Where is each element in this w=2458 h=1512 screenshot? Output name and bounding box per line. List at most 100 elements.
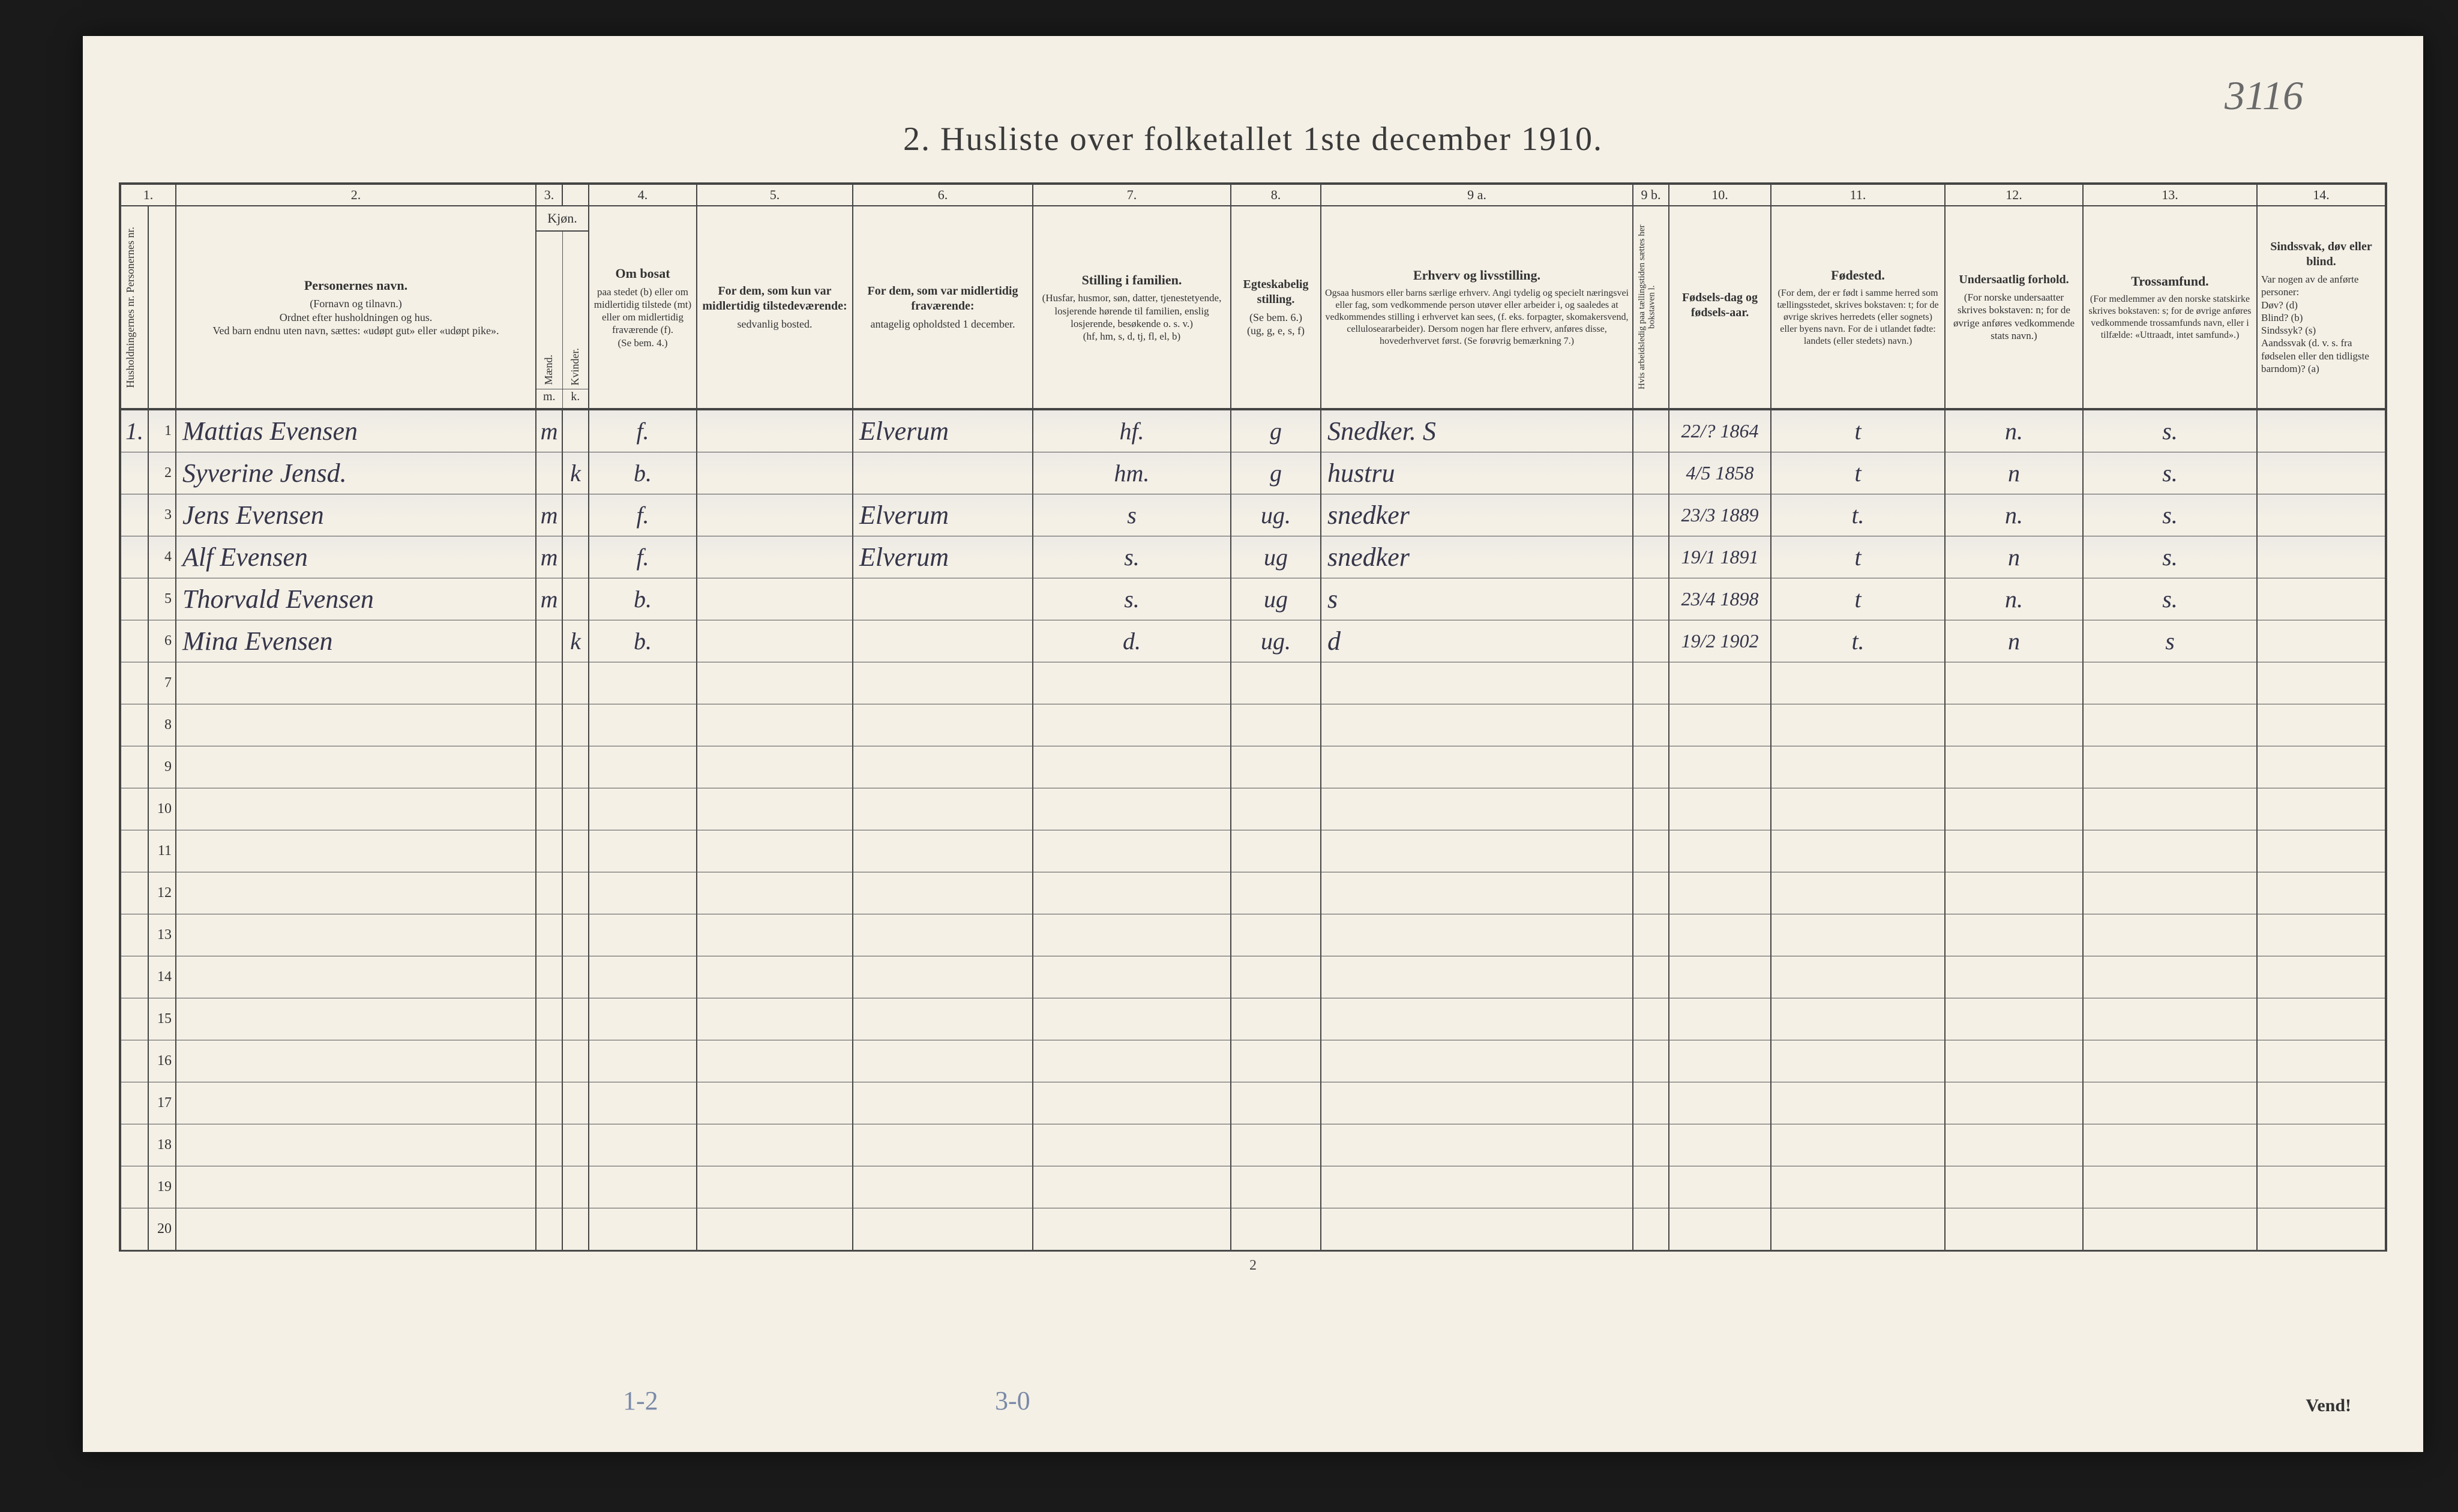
colnum-13: 13.: [2084, 185, 2258, 205]
header-10: Fødsels-dag og fødsels-aar.: [1669, 206, 1771, 408]
cell-family-position: s: [1033, 494, 1231, 536]
census-form-sheet: 3116 2. Husliste over folketallet 1ste d…: [83, 36, 2423, 1452]
cell-sex-k: [563, 578, 589, 620]
cell-occupation: snedker: [1321, 536, 1633, 578]
cell-sex-k: [563, 410, 589, 452]
cell-household-no: [121, 578, 149, 620]
cell-religion: s: [2084, 620, 2258, 662]
colnum-7: 7.: [1033, 185, 1231, 205]
colnum-6: 6.: [853, 185, 1033, 205]
cell-occupation: Snedker. S: [1321, 410, 1633, 452]
cell-nationality: n: [1946, 452, 2084, 494]
cell-birthplace: t: [1771, 578, 1946, 620]
header-1a: Husholdningernes nr. Personernes nr.: [121, 206, 149, 408]
cell-person-no: 11: [149, 830, 176, 872]
cell-person-no: 8: [149, 704, 176, 746]
cell-sex-k: k: [563, 620, 589, 662]
cell-marital: ug: [1231, 578, 1321, 620]
cell-person-no: 4: [149, 536, 176, 578]
cell-birthdate: 19/2 1902: [1669, 620, 1771, 662]
cell-birthplace: t: [1771, 452, 1946, 494]
cell-person-no: 17: [149, 1082, 176, 1124]
cell-marital: g: [1231, 410, 1321, 452]
cell-usual-residence: [697, 452, 853, 494]
colnum-12: 12.: [1946, 185, 2084, 205]
colnum-14: 14.: [2258, 185, 2385, 205]
cell-household-no: [121, 536, 149, 578]
cell-family-position: hm.: [1033, 452, 1231, 494]
cell-person-no: 18: [149, 1124, 176, 1166]
cell-sex-m: [536, 620, 563, 662]
cell-name: Syverine Jensd.: [176, 452, 536, 494]
cell-residence: f.: [589, 536, 697, 578]
cell-residence: b.: [589, 620, 697, 662]
cell-person-no: 1: [149, 410, 176, 452]
header-4: Om bosat paa stedet (b) eller om midlert…: [589, 206, 697, 408]
cell-nationality: n.: [1946, 410, 2084, 452]
table-row: 20: [121, 1208, 2385, 1250]
cell-marital: ug.: [1231, 620, 1321, 662]
cell-person-no: 7: [149, 662, 176, 704]
table-row: 4 Alf Evensen m f. Elverum s. ug snedker…: [121, 536, 2385, 578]
cell-whereabouts: Elverum: [853, 536, 1033, 578]
table-row: 19: [121, 1166, 2385, 1208]
cell-person-no: 20: [149, 1208, 176, 1250]
colnum-5: 5.: [697, 185, 853, 205]
cell-person-no: 13: [149, 914, 176, 956]
cell-religion: s.: [2084, 494, 2258, 536]
cell-birthdate: 19/1 1891: [1669, 536, 1771, 578]
colnum-10: 10.: [1669, 185, 1771, 205]
cell-sex-k: [563, 494, 589, 536]
cell-usual-residence: [697, 410, 853, 452]
cell-birthdate: 4/5 1858: [1669, 452, 1771, 494]
colnum-1: 1.: [121, 185, 176, 205]
data-rows: 1. 1 Mattias Evensen m f. Elverum hf. g …: [121, 410, 2385, 1250]
cell-household-no: [121, 494, 149, 536]
cell-household-no: 1.: [121, 410, 149, 452]
cell-family-position: s.: [1033, 578, 1231, 620]
table-row: 15: [121, 998, 2385, 1040]
cell-sex-k: [563, 536, 589, 578]
column-headers: Husholdningernes nr. Personernes nr. Per…: [121, 206, 2385, 410]
table-row: 14: [121, 956, 2385, 998]
pencil-note-2: 3-0: [995, 1385, 1030, 1416]
corner-annotation: 3116: [2225, 72, 2303, 119]
table-row: 18: [121, 1124, 2385, 1166]
cell-person-no: 12: [149, 872, 176, 914]
cell-family-position: s.: [1033, 536, 1231, 578]
cell-marital: ug.: [1231, 494, 1321, 536]
cell-residence: f.: [589, 410, 697, 452]
cell-whereabouts: [853, 620, 1033, 662]
header-11: Fødested. (For dem, der er født i samme …: [1771, 206, 1946, 408]
cell-sex-m: m: [536, 578, 563, 620]
colnum-3: 3.: [536, 185, 563, 205]
cell-sex-m: m: [536, 536, 563, 578]
cell-name: Mina Evensen: [176, 620, 536, 662]
cell-nationality: n.: [1946, 494, 2084, 536]
colnum-2: 2.: [176, 185, 536, 205]
table-row: 17: [121, 1082, 2385, 1124]
census-table: 1. 2. 3. 4. 5. 6. 7. 8. 9 a. 9 b. 10. 11…: [119, 182, 2387, 1252]
table-row: 10: [121, 788, 2385, 830]
cell-religion: s.: [2084, 452, 2258, 494]
cell-religion: s.: [2084, 578, 2258, 620]
cell-person-no: 6: [149, 620, 176, 662]
cell-sex-m: [536, 452, 563, 494]
cell-usual-residence: [697, 536, 853, 578]
table-row: 8: [121, 704, 2385, 746]
header-2: Personernes navn. (Fornavn og tilnavn.) …: [176, 206, 536, 408]
cell-sex-m: m: [536, 410, 563, 452]
cell-occupation: hustru: [1321, 452, 1633, 494]
table-row: 11: [121, 830, 2385, 872]
cell-name: Mattias Evensen: [176, 410, 536, 452]
colnum-9a: 9 a.: [1321, 185, 1633, 205]
cell-person-no: 3: [149, 494, 176, 536]
cell-whereabouts: Elverum: [853, 494, 1033, 536]
cell-disability: [2258, 536, 2385, 578]
cell-sex-m: m: [536, 494, 563, 536]
pencil-note-1: 1-2: [623, 1385, 658, 1416]
cell-religion: s.: [2084, 410, 2258, 452]
cell-residence: b.: [589, 452, 697, 494]
cell-birthdate: 23/4 1898: [1669, 578, 1771, 620]
cell-person-no: 16: [149, 1040, 176, 1082]
